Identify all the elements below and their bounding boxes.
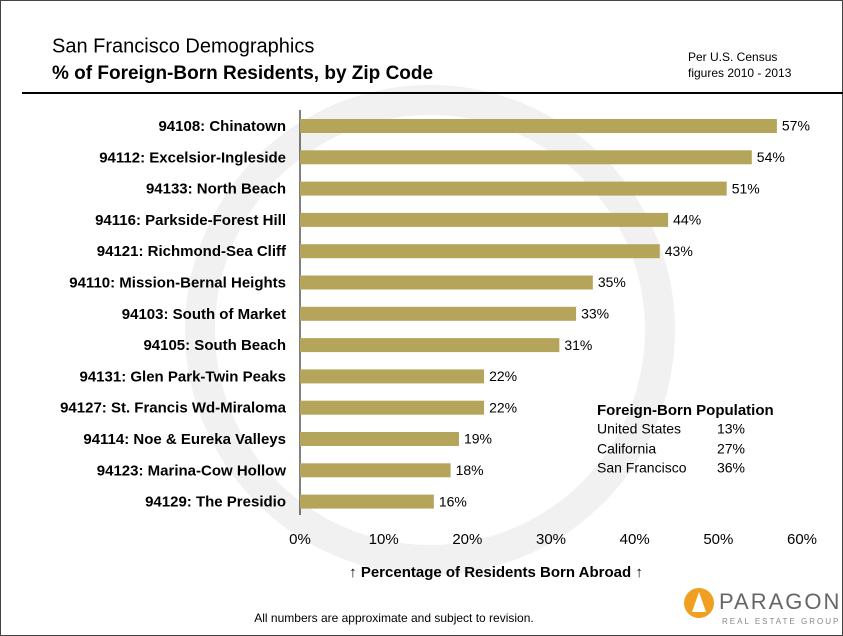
inset-label: San Francisco [597,460,687,476]
logo-name: PARAGON [719,589,841,614]
note: figures 2010 - 2013 [688,66,792,80]
x-axis-label: ↑ Percentage of Residents Born Abroad ↑ [349,564,643,581]
x-tick-label: 0% [289,531,311,548]
inset-value: 27% [717,441,745,457]
value-label: 22% [489,368,517,384]
chart-title: San Francisco Demographics [52,35,314,57]
value-label: 43% [665,243,693,259]
x-tick-label: 20% [452,531,482,548]
bar [300,275,593,290]
bar [300,119,777,133]
value-label: 18% [456,462,484,478]
value-label: 35% [598,274,626,290]
inset-value: 13% [717,421,745,437]
logo-icon-mark [692,592,706,612]
value-label: 51% [732,180,760,196]
footnote: All numbers are approximate and subject … [254,611,533,625]
y-tick-label: 94103: South of Market [122,306,286,323]
value-label: 33% [581,306,609,322]
y-tick-label: 94108: Chinatown [158,118,286,135]
y-tick-label: 94105: South Beach [143,337,286,354]
x-tick-label: 30% [536,531,566,548]
value-label: 22% [489,399,517,415]
y-tick-label: 94110: Mission-Bernal Heights [69,274,286,291]
bar [300,494,434,509]
y-tick-label: 94123: Marina-Cow Hollow [97,462,287,479]
value-label: 31% [564,337,592,353]
bar [300,432,459,446]
logo: PARAGON REAL ESTATE GROUP [684,588,841,626]
x-tick-label: 10% [369,531,399,548]
bar [300,212,669,227]
y-tick-label: 94114: Noe & Eureka Valleys [83,431,286,448]
bar [300,306,577,321]
value-label: 16% [439,493,467,509]
y-tick-label: 94127: St. Francis Wd-Miraloma [60,400,287,417]
y-tick-label: 94133: North Beach [146,181,286,198]
bar [300,338,560,353]
y-tick-label: 94112: Excelsior-Ingleside [99,149,286,166]
bar [300,150,752,165]
x-tick-label: 40% [620,531,650,548]
bar [300,244,660,259]
y-tick-label: 94116: Parkside-Forest Hill [95,212,286,229]
y-tick-label: 94131: Glen Park-Twin Peaks [80,368,287,385]
y-tick-label: 94129: The Presidio [145,494,286,511]
x-tick-label: 60% [787,531,817,548]
value-label: 44% [673,212,701,228]
watermark [185,85,675,575]
inset-label: California [597,441,656,457]
inset-value: 36% [717,460,745,476]
bar [300,400,485,415]
value-label: 57% [782,118,810,134]
value-label: 19% [464,431,492,447]
note: Per U.S. Census [688,50,777,64]
value-label: 54% [757,149,785,165]
chart-subtitle: % of Foreign-Born Residents, by Zip Code [52,63,433,84]
y-tick-label: 94121: Richmond-Sea Cliff [97,243,287,260]
inset-title: Foreign-Born Population [597,402,774,419]
bar [300,463,451,478]
bar [300,369,485,384]
inset-label: United States [597,421,681,437]
logo-tagline: REAL ESTATE GROUP [722,617,840,626]
bar [300,181,727,196]
x-tick-label: 50% [703,531,733,548]
